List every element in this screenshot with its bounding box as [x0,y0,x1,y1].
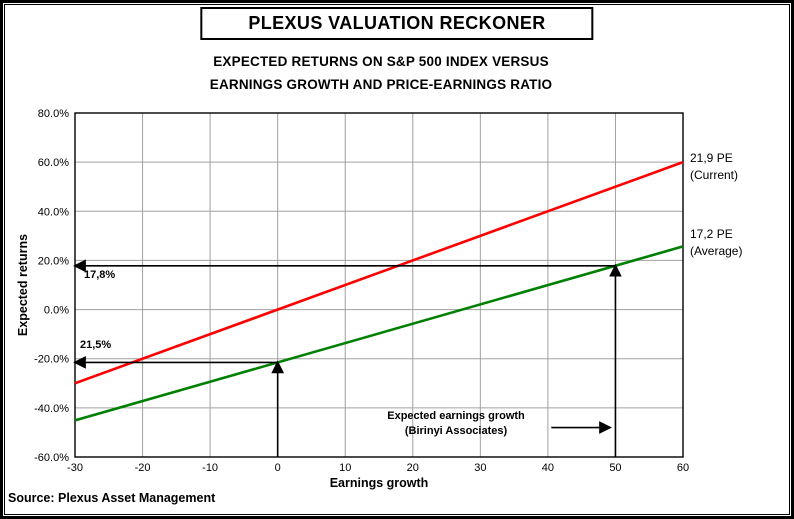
series-label-current-line2: (Current) [690,168,739,182]
source-text: Source: Plexus Asset Management [8,491,216,505]
y-tick-label: 0.0% [44,305,69,317]
y-axis-title: Expected returns [16,233,30,337]
callout-line-2: (Birinyi Associates) [404,425,508,437]
callout-earnings-growth: Expected earnings growth (Birinyi Associ… [372,409,540,439]
chart-title: PLEXUS VALUATION RECKONER [248,13,546,33]
callout-line-1: Expected earnings growth [387,410,525,422]
x-tick-label: 0 [275,462,281,474]
y-tick-label: -60.0% [34,452,69,464]
tick-labels: 80.0% 60.0% 40.0% 20.0% 0.0% -20.0% -40.0% -60.… [34,108,689,474]
x-axis-title: Earnings growth [329,476,429,490]
annotation-arrows [73,259,622,457]
chart-subtitle: EXPECTED RETURNS ON S&P 500 INDEX VERSUS… [0,50,762,96]
x-tick-label: -20 [135,462,151,474]
plot-border [74,112,684,458]
series-label-average-line1: 17,2 PE [690,227,733,241]
x-tick-label: 20 [407,462,419,474]
series-label-average-pe: 17,2 PE (Average) [690,226,742,260]
series-label-current-pe: 21,9 PE (Current) [690,150,738,184]
y-tick-label: 20.0% [38,255,69,267]
x-tick-label: 60 [677,462,689,474]
x-tick-label: 50 [609,462,621,474]
subtitle-line-2: EARNINGS GROWTH AND PRICE-EARNINGS RATIO [209,77,553,92]
x-tick-label: 10 [339,462,351,474]
series-line [74,160,684,385]
series-label-average-line2: (Average) [690,244,743,258]
chart-title-box: PLEXUS VALUATION RECKONER [200,7,594,40]
series-label-current-line1: 21,9 PE [690,151,733,165]
y-tick-label: 60.0% [38,157,69,169]
y-tick-label: 40.0% [38,206,69,218]
annotation-expected-return-current: 21,5% [80,339,112,351]
x-tick-label: -30 [67,462,83,474]
x-tick-label: 30 [474,462,486,474]
grid-layer [74,112,684,458]
y-tick-label: -40.0% [34,403,69,415]
annotation-expected-return-forecast: 17,8% [84,269,116,281]
series-line [74,245,684,422]
subtitle-line-1: EXPECTED RETURNS ON S&P 500 INDEX VERSUS [213,54,549,69]
x-tick-label: -10 [202,462,218,474]
series-layer [74,160,684,422]
x-tick-label: 40 [542,462,554,474]
y-tick-label: -20.0% [34,354,69,366]
y-tick-label: 80.0% [38,108,69,120]
